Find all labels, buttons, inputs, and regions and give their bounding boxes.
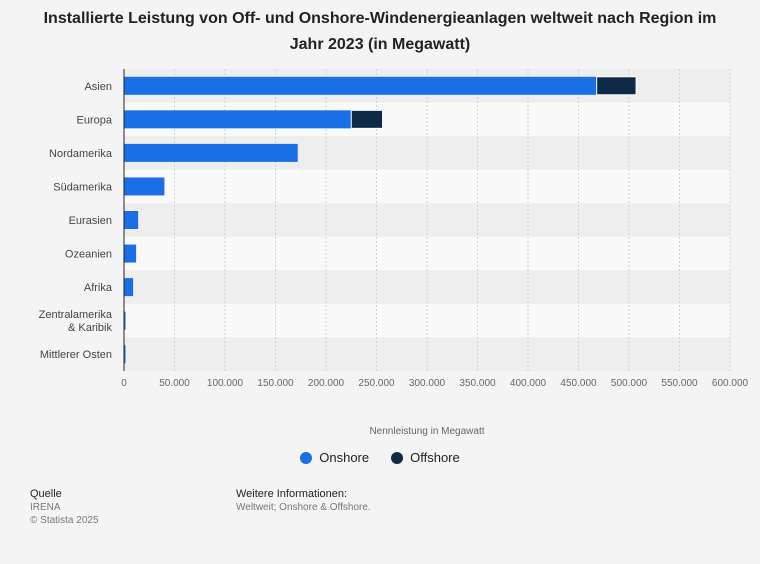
category-label: Ozeanien: [65, 249, 112, 261]
source-heading: Quelle: [30, 488, 62, 500]
bar-onshore: [124, 211, 139, 229]
source-name: IRENA: [30, 502, 61, 513]
source-block: Quelle IRENA © Statista 2025: [30, 488, 99, 527]
category-label: Afrika: [84, 282, 113, 294]
x-tick-label: 500.000: [611, 378, 648, 389]
x-tick-label: 50.000: [159, 378, 190, 389]
x-tick-label: 600.000: [712, 378, 749, 389]
x-tick-label: 100.000: [207, 378, 244, 389]
x-tick-label: 400.000: [510, 378, 547, 389]
category-label: Zentralamerika & Karibik: [39, 309, 113, 334]
legend-label-offshore: Offshore: [410, 450, 460, 465]
bar-onshore: [124, 311, 126, 330]
legend-label-onshore: Onshore: [319, 450, 370, 465]
bar-onshore: [124, 244, 137, 263]
legend-item-offshore[interactable]: Offshore: [391, 450, 460, 465]
bar-onshore: [124, 278, 134, 297]
onshore-dot-icon: [300, 451, 313, 464]
chart-title: Installierte Leistung von Off- und Onsho…: [43, 10, 717, 53]
source-copyright: © Statista 2025: [30, 515, 99, 526]
bar-onshore: [124, 110, 352, 129]
category-label: Europa: [77, 114, 113, 126]
info-heading: Weitere Informationen:: [236, 488, 348, 500]
category-label: Nordamerika: [49, 148, 113, 160]
x-tick-label: 450.000: [560, 378, 597, 389]
bar-onshore: [124, 76, 597, 95]
x-tick-label: 250.000: [358, 378, 395, 389]
row-band: [124, 303, 730, 338]
x-tick-label: 200.000: [308, 378, 345, 389]
x-tick-label: 550.000: [661, 378, 698, 389]
info-text: Weltweit; Onshore & Offshore.: [236, 502, 371, 513]
bar-onshore: [124, 177, 165, 196]
category-label: Südamerika: [53, 181, 113, 193]
x-tick-label: 150.000: [257, 378, 294, 389]
offshore-dot-icon: [391, 451, 404, 464]
category-label: Asien: [84, 81, 112, 93]
row-band: [124, 203, 730, 237]
info-block: Weitere Informationen: Weltweit; Onshore…: [236, 488, 371, 514]
category-label: Eurasien: [69, 215, 112, 227]
x-axis-title: Nennleistung in Megawatt: [369, 426, 484, 437]
bar-onshore: [124, 143, 298, 162]
bar-offshore: [350, 109, 384, 129]
legend: Onshore Offshore: [0, 450, 760, 465]
bar-onshore: [124, 345, 126, 364]
category-label: Mittlerer Osten: [40, 349, 112, 361]
x-tick-label: 350.000: [459, 378, 496, 389]
x-tick-label: 0: [121, 378, 127, 389]
legend-item-onshore[interactable]: Onshore: [300, 450, 369, 465]
bar-offshore: [596, 76, 637, 96]
x-tick-label: 300.000: [409, 378, 446, 389]
